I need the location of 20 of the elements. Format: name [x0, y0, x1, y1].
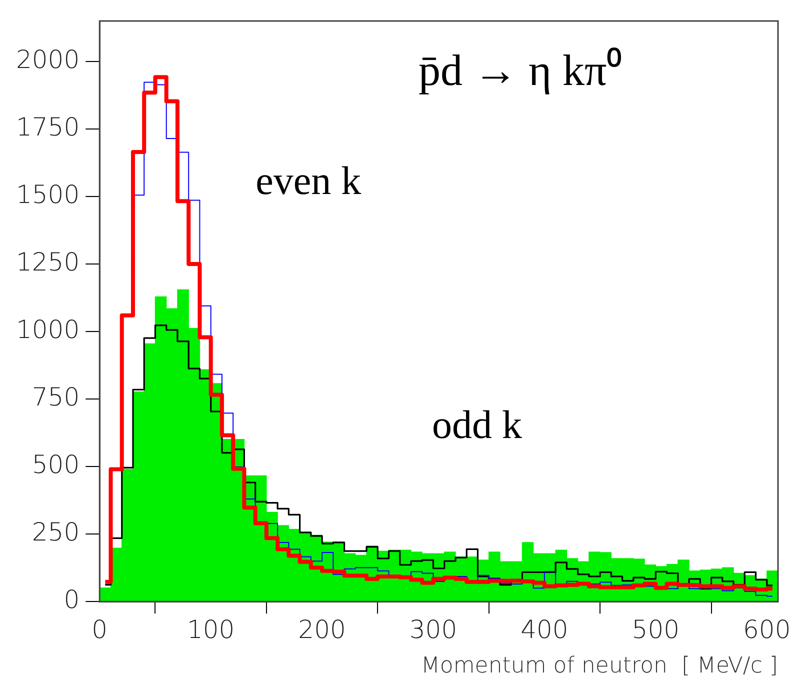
y-tick-label: 0: [64, 585, 80, 614]
x-tick-label: 200: [298, 615, 346, 644]
y-tick-label: 1500: [16, 180, 80, 210]
x-axis-title: Momentum of neutron [ MeV/c ]: [420, 654, 778, 679]
y-tick-label: 1000: [16, 315, 80, 344]
x-tick-label: 100: [186, 615, 235, 644]
x-tick-label: 500: [632, 615, 680, 644]
y-tick-label: 1750: [16, 112, 80, 142]
x-tick-label: 0: [92, 615, 108, 644]
annotation: p̄d → η kπ⁰: [418, 46, 622, 95]
x-tick-label: 300: [409, 615, 458, 644]
y-tick-label: 1250: [16, 248, 80, 277]
y-tick-label: 500: [32, 450, 80, 480]
x-tick-label: 400: [520, 615, 568, 644]
y-tick-label: 2000: [16, 45, 80, 74]
annotation: even k: [256, 158, 362, 204]
annotation: odd k: [432, 402, 522, 447]
y-tick-label: 750: [32, 382, 80, 412]
x-tick-label: 600: [743, 615, 791, 644]
y-tick-label: 250: [32, 518, 80, 547]
